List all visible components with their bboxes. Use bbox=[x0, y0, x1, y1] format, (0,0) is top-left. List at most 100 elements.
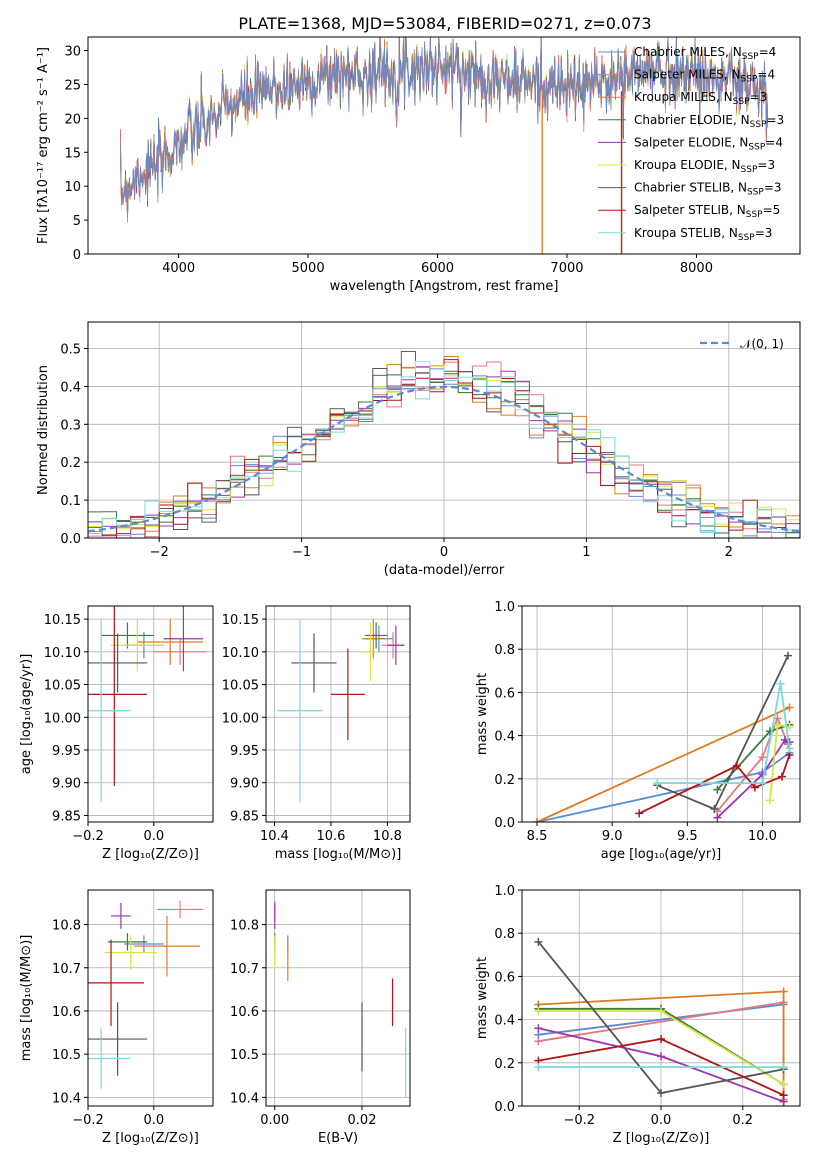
axes-mass-age: 10.4 10.6 10.8 9.85 9.90 9.95 10.00 10.05 10.10 1… bbox=[222, 605, 411, 862]
plus-marker bbox=[750, 783, 759, 792]
y-tick-label: 10.15 bbox=[222, 613, 259, 628]
y-tick-label: 9.95 bbox=[230, 744, 259, 759]
y-tick-label: 10.00 bbox=[44, 711, 81, 726]
errorbar-point bbox=[364, 622, 388, 649]
x-axis-label: mass [log₁₀(M/M⊙)] bbox=[275, 847, 402, 862]
x-tick-label: 7000 bbox=[550, 261, 583, 276]
x-tick-label: −0.2 bbox=[72, 829, 104, 844]
y-axis-label: mass [log₁₀(M/M⊙)] bbox=[19, 935, 34, 1062]
errorbar-point bbox=[153, 638, 207, 665]
x-tick-label: 0.00 bbox=[260, 1113, 289, 1128]
y-tick-label: 9.85 bbox=[230, 809, 259, 824]
plus-marker bbox=[657, 1006, 665, 1015]
x-axis-label: wavelength [Angstrom, rest frame] bbox=[330, 279, 559, 294]
axes-age-massweight: 8.5 9.0 9.5 10.0 0.0 0.2 0.4 0.6 0.8 1.0 age [log₁… bbox=[475, 600, 801, 862]
y-tick-label: 0.2 bbox=[60, 456, 81, 471]
legend-name: Chabrier STELIB, N bbox=[634, 181, 747, 195]
x-tick-label: −2 bbox=[150, 545, 169, 560]
errorbar-point bbox=[88, 606, 148, 786]
legend-entry: Kroupa STELIB, NSSP=3 bbox=[634, 226, 772, 243]
x-axis-label: (data-model)/error bbox=[384, 563, 505, 578]
x-tick-label: 10.8 bbox=[373, 829, 402, 844]
x-axis-label: age [log₁₀(age/yr)] bbox=[601, 847, 722, 862]
errorbar-point bbox=[111, 902, 131, 929]
y-tick-label: 10.15 bbox=[44, 613, 81, 628]
x-tick-label: 0.0 bbox=[143, 829, 164, 844]
x-tick-label: 0.0 bbox=[143, 1113, 164, 1128]
y-tick-label: 10.10 bbox=[44, 646, 81, 661]
errorbar-point bbox=[104, 935, 158, 970]
plus-marker bbox=[773, 720, 782, 729]
errorbar-point bbox=[111, 619, 164, 672]
legend-suffix: =5 bbox=[763, 203, 781, 217]
axes-frame bbox=[87, 605, 214, 823]
plot-area-ebv-mass bbox=[274, 900, 407, 1098]
plus-marker bbox=[776, 679, 785, 688]
y-tick-label: 10 bbox=[64, 180, 81, 195]
legend-subscript: SSP bbox=[733, 97, 750, 107]
x-tick-label: 0 bbox=[440, 545, 448, 560]
errorbar-point bbox=[134, 915, 200, 977]
plus-marker bbox=[657, 1035, 665, 1044]
x-tick-label: 9.5 bbox=[677, 829, 698, 844]
y-tick-label: 0.4 bbox=[494, 730, 515, 745]
legend-entry: Kroupa ELODIE, NSSP=3 bbox=[634, 158, 775, 175]
plot-area-z-age bbox=[88, 606, 207, 803]
plot-area-age-massweight bbox=[533, 651, 794, 822]
plot-area-z-massweight bbox=[534, 937, 788, 1106]
errorbar-point bbox=[163, 606, 204, 672]
y-tick-label: 0.6 bbox=[494, 686, 515, 701]
legend-name: Chabrier MILES, N bbox=[634, 45, 742, 59]
legend-suffix: =4 bbox=[759, 45, 777, 59]
x-tick-label: 5000 bbox=[292, 261, 325, 276]
legend-name: Kroupa STELIB, N bbox=[634, 226, 738, 240]
y-axis-label: Normed distribution bbox=[36, 365, 51, 495]
y-tick-label: 0.0 bbox=[60, 532, 81, 547]
axes-ebv-mass: 0.00 0.02 10.4 10.5 10.6 10.7 10.8 E(B-V) bbox=[230, 889, 411, 1146]
y-tick-label: 0.4 bbox=[60, 380, 81, 395]
y-tick-label: 0.8 bbox=[494, 927, 515, 942]
axes-residual-hist: −2 −1 0 1 2 0.0 0.1 0.2 0.3 0.4 0.5 (data-model)/er… bbox=[36, 321, 801, 578]
plus-marker bbox=[785, 703, 794, 712]
mass-weight-line bbox=[536, 706, 790, 822]
legend-subscript: SSP bbox=[741, 165, 758, 175]
legend-subscript: SSP bbox=[738, 233, 755, 243]
errorbar-point bbox=[137, 619, 204, 665]
y-axis-label: mass weight bbox=[475, 673, 490, 755]
plus-marker bbox=[635, 809, 644, 818]
plus-marker bbox=[653, 779, 662, 788]
errorbar-point bbox=[88, 939, 144, 1027]
y-tick-label: 0.2 bbox=[494, 1057, 515, 1072]
plot-area-mass-age bbox=[277, 619, 405, 803]
axes-z-age: −0.2 0.0 9.85 9.90 9.95 10.00 10.05 10.10 10.15 Z… bbox=[19, 605, 214, 862]
y-tick-label: 10.8 bbox=[52, 919, 81, 934]
y-tick-label: 10.7 bbox=[230, 962, 259, 977]
y-tick-label: 25 bbox=[64, 78, 81, 93]
legend-subscript: SSP bbox=[742, 52, 759, 62]
spectrum-line bbox=[120, 37, 768, 218]
errorbar-point bbox=[88, 1028, 131, 1089]
plus-marker bbox=[657, 1089, 665, 1098]
plus-marker bbox=[758, 770, 767, 779]
y-tick-label: 0.3 bbox=[60, 418, 81, 433]
y-tick-label: 20 bbox=[64, 112, 81, 127]
y-tick-label: 9.90 bbox=[52, 777, 81, 792]
plus-marker bbox=[534, 1037, 543, 1046]
y-tick-label: 15 bbox=[64, 146, 81, 161]
legend-suffix: =4 bbox=[765, 135, 783, 149]
y-tick-label: 10.7 bbox=[52, 962, 81, 977]
x-tick-label: 2 bbox=[725, 545, 733, 560]
y-tick-label: 10.05 bbox=[44, 679, 81, 694]
plus-marker bbox=[779, 1080, 788, 1089]
legend-entry: Chabrier STELIB, NSSP=3 bbox=[634, 181, 782, 198]
y-tick-label: 10.00 bbox=[222, 711, 259, 726]
plus-marker bbox=[534, 1063, 543, 1072]
x-tick-label: −1 bbox=[292, 545, 311, 560]
errorbar-point bbox=[107, 933, 148, 951]
x-tick-label: 4000 bbox=[162, 261, 195, 276]
x-axis-label: Z [log₁₀(Z/Z⊙)] bbox=[102, 1131, 199, 1146]
axes-spectrum: 4000 5000 6000 7000 8000 0 5 10 15 20 25 30 waveleng… bbox=[36, 36, 801, 294]
plus-marker bbox=[713, 785, 722, 794]
axes-z-mass: −0.2 0.0 10.4 10.5 10.6 10.7 10.8 Z [log₁₀(Z/Z⊙… bbox=[19, 889, 214, 1146]
legend-label: 𝒩(0, 1) bbox=[740, 337, 784, 351]
